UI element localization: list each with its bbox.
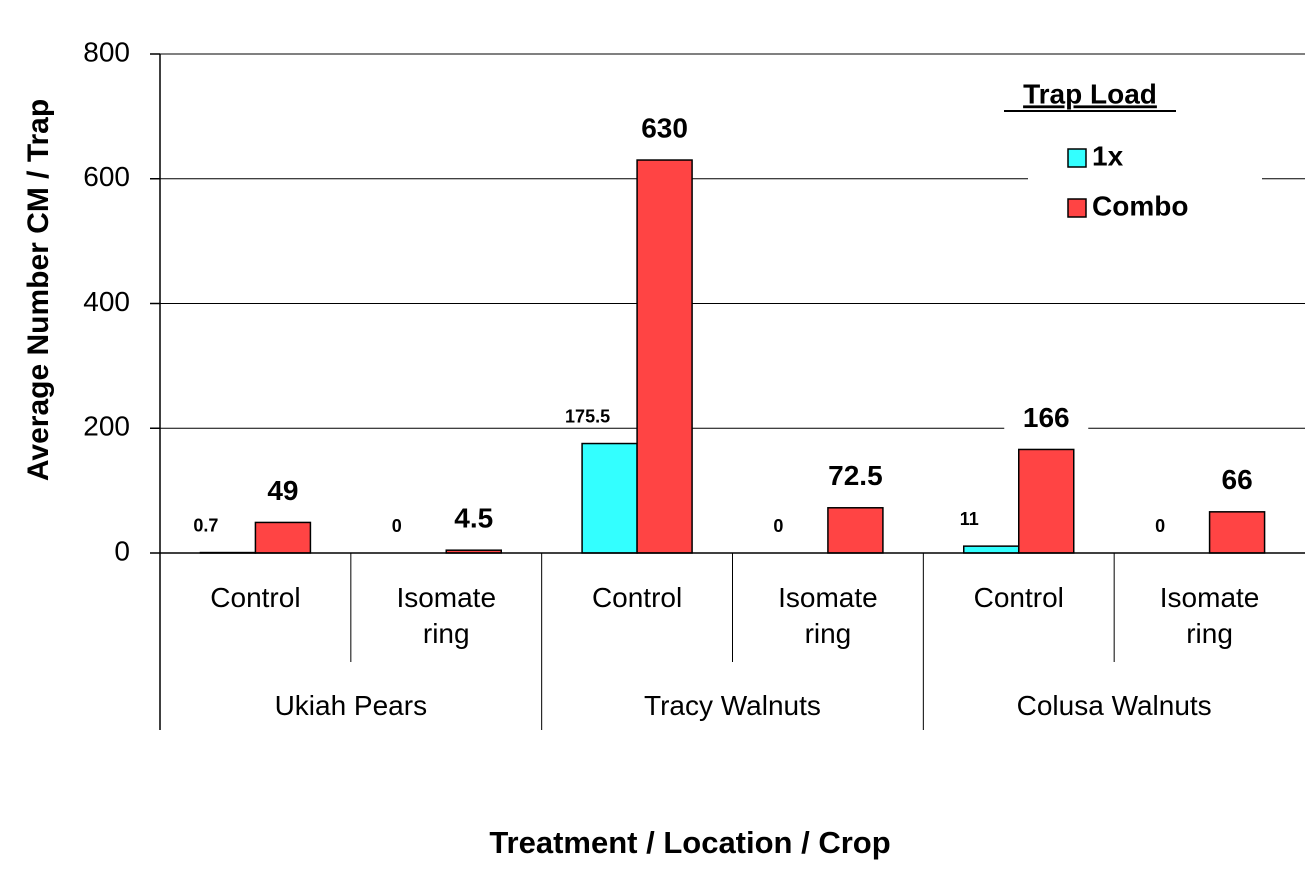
bar	[1018, 448, 1075, 554]
bar	[636, 159, 693, 554]
x-tick-label: Isomate ring	[396, 582, 497, 650]
value-label: 66	[1222, 464, 1253, 495]
value-label: 72.5	[828, 460, 883, 491]
y-tick-label: 800	[83, 36, 130, 67]
y-axis-label: Average Number CM / Trap	[22, 99, 55, 481]
x-group-label: Tracy Walnuts	[644, 690, 821, 721]
x-tick-label: Isomate ring	[1159, 582, 1260, 650]
bar	[827, 507, 884, 554]
value-label: 630	[641, 112, 688, 143]
value-label: 175.5	[565, 406, 610, 426]
value-label: 0	[1155, 516, 1165, 536]
value-label-bg	[240, 474, 325, 511]
value-label: 0	[392, 516, 402, 536]
y-tick-label: 0	[114, 535, 130, 566]
legend-label: Combo	[1092, 190, 1188, 221]
x-group-label: Colusa Walnuts	[1016, 690, 1212, 721]
x-axis-label: Treatment / Location / Crop	[489, 825, 890, 860]
y-tick-label: 600	[83, 161, 130, 192]
value-label: 166	[1023, 402, 1070, 433]
bar	[254, 521, 312, 554]
value-label: 4.5	[454, 503, 493, 534]
value-label-bg	[1004, 401, 1089, 438]
value-label-bg	[431, 502, 516, 539]
value-label: 0	[773, 516, 783, 536]
value-label: 0.7	[193, 515, 218, 535]
legend-label: 1x	[1092, 140, 1124, 171]
legend-box	[1028, 62, 1262, 237]
value-label-bg	[622, 112, 707, 149]
legend-swatch	[1067, 148, 1087, 168]
x-group-label: Ukiah Pears	[274, 690, 428, 721]
bar	[1208, 511, 1266, 554]
legend-swatch	[1067, 198, 1087, 218]
x-tick-label: Control	[973, 582, 1064, 613]
value-label-bg	[813, 459, 898, 496]
value-label: 11	[960, 509, 979, 529]
bar	[963, 545, 1020, 554]
y-tick-label: 400	[83, 286, 130, 317]
bar	[581, 442, 638, 554]
y-tick-label: 200	[83, 411, 130, 442]
legend-title: Trap Load	[1023, 78, 1157, 109]
value-label: 49	[267, 475, 298, 506]
value-label-bg	[1195, 463, 1280, 500]
x-tick-label: Control	[210, 582, 301, 613]
x-tick-label: Control	[591, 582, 683, 613]
x-tick-label: Isomate ring	[778, 582, 878, 650]
